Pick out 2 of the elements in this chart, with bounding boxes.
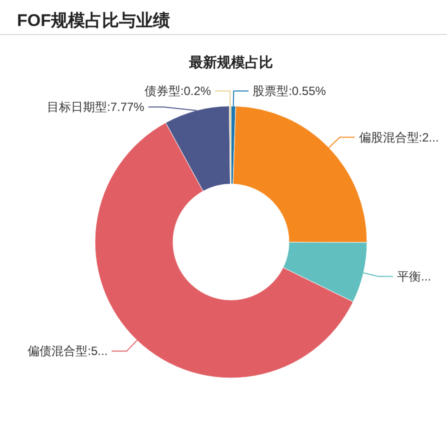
subtitle: 最新规模占比	[189, 54, 273, 70]
title: FOF规模占比与业绩	[17, 11, 170, 30]
